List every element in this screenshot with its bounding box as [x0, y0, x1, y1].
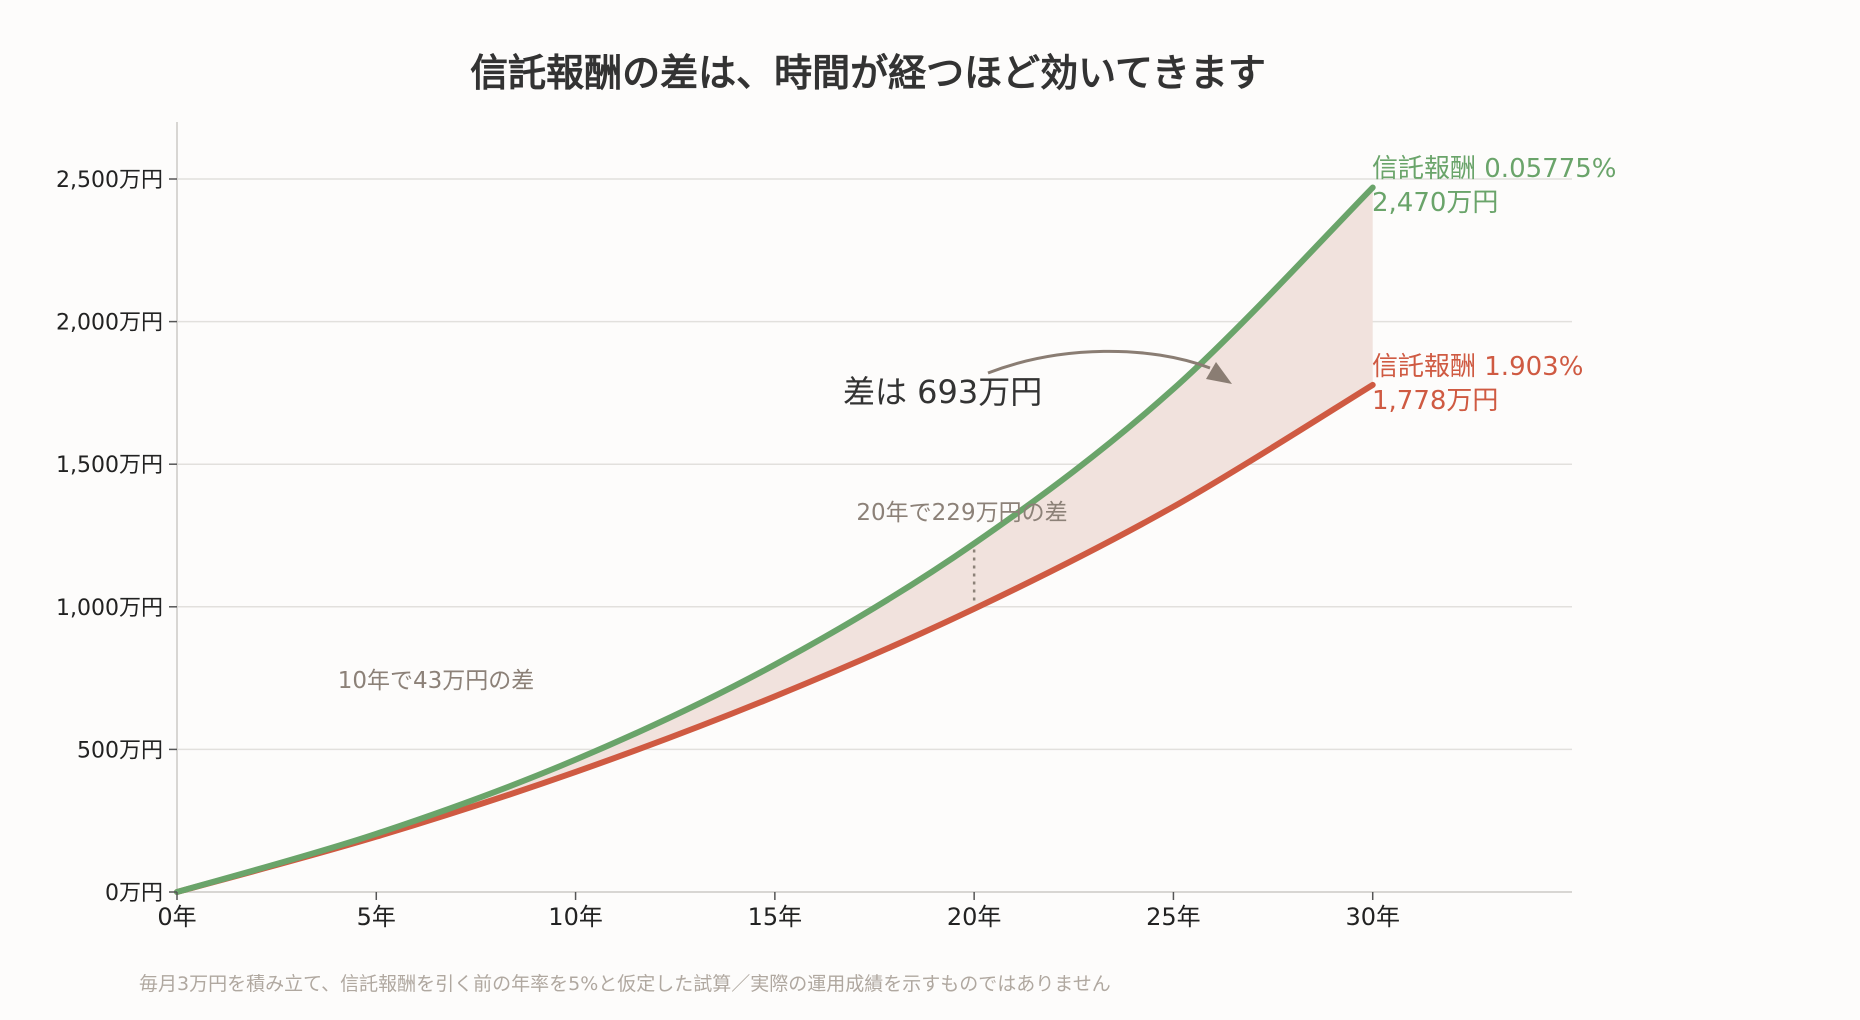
series-label-low-fee: 信託報酬 0.05775%	[1372, 154, 1617, 184]
annotation-arrowhead	[1206, 362, 1232, 384]
y-axis-ticks: 0万円 500万円 1,000万円 1,500万円 2,000万円 2,500万円	[56, 168, 177, 906]
footnote: 毎月3万円を積み立て、信託報酬を引く前の年率を5%と仮定した試算／実際の運用成績…	[139, 973, 1111, 995]
x-tick-label: 20年	[947, 903, 1002, 931]
x-tick-label: 10年	[548, 903, 603, 931]
annotation-total-gap: 差は 693万円	[843, 373, 1042, 411]
x-tick-label: 25年	[1146, 903, 1201, 931]
y-tick-label: 0万円	[105, 881, 163, 906]
series-line-low-fee	[174, 184, 1376, 895]
y-tick-label: 1,500万円	[56, 453, 163, 478]
x-axis-ticks: 0年 5年 10年 15年 20年 25年 30年	[157, 892, 1400, 931]
gap-area	[177, 187, 1373, 892]
annotation-10-year-gap: 10年で43万円の差	[338, 668, 535, 694]
series-label-high-fee: 信託報酬 1.903%	[1372, 352, 1583, 382]
x-tick-label: 30年	[1345, 903, 1400, 931]
grid	[176, 122, 1572, 893]
annotation-20-year-gap: 20年で229万円の差	[856, 500, 1067, 526]
series-end-value-high-fee: 1,778万円	[1372, 386, 1498, 416]
y-tick-label: 2,500万円	[56, 168, 163, 193]
x-tick-label: 5年	[357, 903, 396, 931]
y-tick-label: 2,000万円	[56, 311, 163, 336]
y-tick-label: 500万円	[77, 738, 163, 763]
x-tick-label: 15年	[748, 903, 803, 931]
series-end-value-low-fee: 2,470万円	[1372, 188, 1498, 218]
annotation-arrow	[987, 349, 1211, 375]
series-lines	[174, 184, 1376, 895]
y-tick-label: 1,000万円	[56, 596, 163, 621]
x-tick-label: 0年	[157, 903, 196, 931]
chart-title: 信託報酬の差は、時間が経つほど効いてきます	[470, 51, 1266, 95]
